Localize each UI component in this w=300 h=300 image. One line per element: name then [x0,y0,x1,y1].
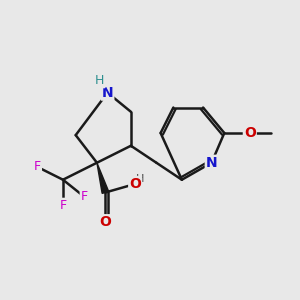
Text: O: O [100,215,111,229]
Polygon shape [97,163,109,194]
Text: F: F [81,190,88,203]
Text: F: F [34,160,41,173]
Text: N: N [102,86,113,100]
Text: F: F [59,199,67,212]
Text: H: H [95,74,105,87]
Text: N: N [206,156,218,170]
Text: O: O [244,126,256,140]
Text: O: O [129,177,141,191]
Text: H: H [136,174,144,184]
